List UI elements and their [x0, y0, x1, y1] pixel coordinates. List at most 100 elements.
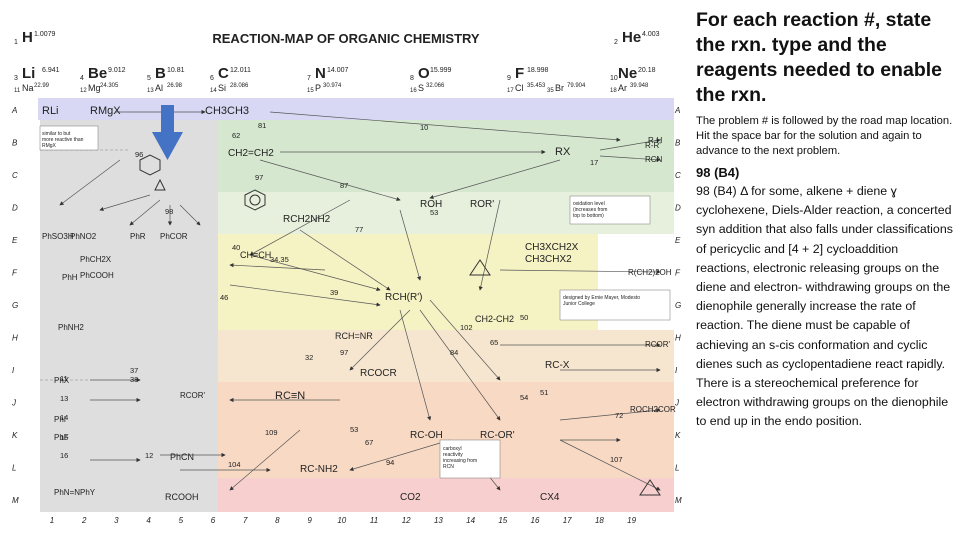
svg-text:7: 7 — [307, 75, 311, 82]
note-2: oxidation level (increases from top to bot… — [573, 201, 607, 219]
svg-text:22.99: 22.99 — [34, 83, 50, 89]
row-letter-g: G — [12, 301, 18, 310]
svg-text:Br: Br — [555, 83, 564, 93]
svg-text:1.0079: 1.0079 — [34, 31, 56, 38]
compound-nodes: RLi RMgX CH3CH3 R-HR-R' CH2=CH2 RX RCN ROH ROR' R… — [42, 105, 676, 503]
row-letter-m: M — [12, 496, 19, 505]
svg-text:O: O — [418, 65, 430, 82]
row-letter-right-d: D — [675, 204, 681, 213]
svg-text:F: F — [515, 65, 524, 82]
compound-n11: RCH2NH2 — [283, 214, 331, 225]
compound-n29: CX4 — [540, 492, 560, 503]
svg-text:12: 12 — [80, 88, 87, 94]
element-br: 35 Br 79.904 — [547, 83, 586, 94]
compound-n4: R-H — [648, 136, 662, 145]
svg-text:15: 15 — [307, 88, 314, 94]
svg-text:107: 107 — [610, 455, 623, 464]
svg-text:13: 13 — [147, 88, 154, 94]
note-1: similar to but more reactive than RMgX — [42, 131, 84, 149]
svg-text:13: 13 — [60, 394, 68, 403]
compound-n41: PhN=NPhY — [54, 488, 96, 497]
row-letter-right-e: E — [675, 236, 681, 245]
compound-n1: RLi — [42, 105, 59, 117]
compound-n13: CH3XCH2X — [525, 242, 579, 253]
svg-text:15: 15 — [60, 433, 68, 442]
svg-text:34.35: 34.35 — [270, 255, 289, 264]
svg-text:Ne: Ne — [618, 65, 637, 82]
svg-text:12: 12 — [145, 451, 153, 460]
svg-text:72: 72 — [615, 411, 623, 420]
svg-text:14: 14 — [60, 413, 68, 422]
note-box-3 — [439, 439, 501, 479]
compound-n14: CH3CHX2 — [525, 254, 572, 265]
element-mg: 12 Mg 24.305 — [80, 83, 119, 94]
svg-text:32: 32 — [305, 353, 313, 362]
svg-text:4.003: 4.003 — [642, 31, 660, 38]
svg-text:53: 53 — [350, 425, 358, 434]
svg-text:26.98: 26.98 — [167, 83, 183, 89]
element-f: 9 F 18.998 — [507, 65, 549, 82]
column-numbers: 1 2 3 4 5 6 7 8 9 10 11 12 13 14 15 16 17 18 19 — [50, 516, 637, 525]
row-letter-right-m: M — [675, 496, 682, 505]
reaction-numbers: 81 62 10 17 97 87 77 53 34.35 40 39 102 … — [60, 121, 623, 469]
svg-text:97: 97 — [340, 348, 348, 357]
compound-n17: CH2-CH2 — [475, 314, 514, 324]
band-a — [38, 98, 674, 120]
svg-text:18: 18 — [610, 88, 617, 94]
svg-text:24.305: 24.305 — [100, 83, 119, 89]
element-b: 5 B 10.81 — [147, 65, 185, 82]
problem-id: 98 (B4) — [696, 165, 740, 180]
col-number-19: 19 — [627, 516, 636, 525]
svg-text:67: 67 — [365, 438, 373, 447]
col-number-6: 6 — [211, 516, 216, 525]
svg-text:53: 53 — [430, 208, 438, 217]
element-h: 1 H 1.0079 — [14, 29, 56, 46]
svg-text:2: 2 — [614, 39, 618, 46]
svg-text:109: 109 — [265, 428, 278, 437]
compound-n38: PhX — [54, 376, 70, 385]
svg-text:98: 98 — [165, 207, 173, 216]
element-li: 3 Li 6.941 — [14, 65, 60, 82]
row-letter-k: K — [12, 431, 18, 440]
col-number-16: 16 — [531, 516, 540, 525]
compound-n27: RCOOH — [165, 492, 199, 502]
row-letter-right-c: C — [675, 171, 681, 180]
svg-text:He: He — [622, 29, 641, 46]
svg-text:37: 37 — [130, 366, 138, 375]
row-letter-right-b: B — [675, 139, 681, 148]
reaction-map-svg: REACTION-MAP OF ORGANIC CHEMISTRY 1 H 1.00… — [11, 29, 682, 525]
element-cl: 17 Cl 35.453 — [507, 83, 546, 94]
svg-text:77: 77 — [355, 225, 363, 234]
svg-text:32.066: 32.066 — [426, 83, 445, 89]
compound-n25: RC-NH2 — [300, 464, 338, 475]
compound-n9: ROH — [420, 199, 442, 210]
note-3: carboxyl reactivity increasing from RCN — [443, 446, 477, 470]
band-b — [218, 120, 674, 192]
compound-n22: RC≡N — [275, 390, 305, 402]
svg-text:17: 17 — [590, 158, 598, 167]
svg-text:Al: Al — [155, 83, 163, 93]
svg-text:81: 81 — [258, 121, 266, 130]
compound-n20: RCOCR — [360, 368, 397, 379]
compound-n23: RC-OH — [410, 430, 443, 441]
band-d — [218, 234, 598, 330]
compound-n43: ROCH2COR — [630, 405, 676, 414]
element-s: 16 S 32.066 — [410, 83, 445, 94]
svg-text:30.974: 30.974 — [323, 83, 342, 89]
element-al: 13 Al 26.98 — [147, 83, 183, 94]
compound-n30: PhH — [62, 273, 78, 282]
compound-n8: RCN — [645, 155, 663, 164]
compound-n31: PhNO2 — [70, 232, 97, 241]
svg-text:79.904: 79.904 — [567, 83, 586, 89]
element-ar: 18 Ar 39.948 — [610, 83, 649, 94]
svg-text:5: 5 — [147, 75, 151, 82]
svg-text:3: 3 — [14, 75, 18, 82]
svg-text:102: 102 — [460, 323, 473, 332]
svg-text:87: 87 — [340, 181, 348, 190]
cyclopropane-ring — [154, 178, 166, 191]
svg-text:40: 40 — [232, 243, 240, 252]
row-letter-e: E — [12, 236, 18, 245]
svg-text:4: 4 — [80, 75, 84, 82]
compound-n37: PhNH2 — [58, 323, 84, 332]
svg-text:50: 50 — [520, 313, 528, 322]
